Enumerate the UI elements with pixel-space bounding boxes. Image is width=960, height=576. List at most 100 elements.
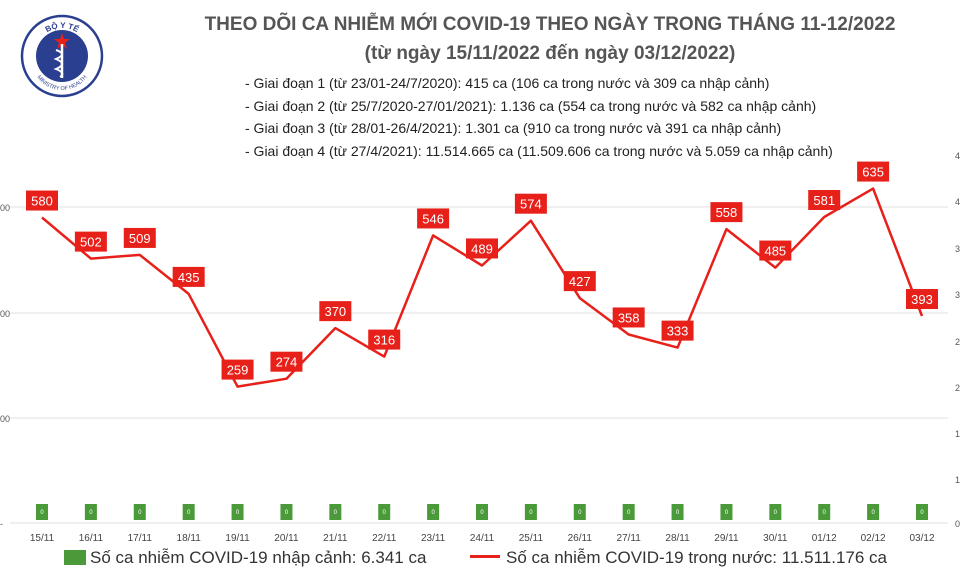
bar-imported-label: 0 (236, 510, 240, 516)
x-tick-label: 29/11 (714, 533, 739, 544)
data-label: 485 (764, 244, 786, 259)
legend-domestic-label: Số ca nhiễm COVID-19 trong nước: 11.511.… (506, 548, 887, 567)
x-tick-label: 16/11 (79, 533, 104, 544)
bar-imported-label: 0 (89, 510, 93, 516)
right-axis-tick-label: 4 (955, 151, 960, 161)
legend-line-swatch (470, 555, 500, 558)
data-label-box (221, 359, 254, 380)
data-label: 635 (862, 165, 884, 180)
data-label: 259 (227, 363, 249, 378)
bar-imported (231, 504, 244, 520)
bar-imported (36, 504, 48, 520)
data-label-box (368, 329, 401, 350)
data-label: 427 (569, 274, 591, 289)
bar-imported (524, 504, 537, 520)
bar-imported-label: 0 (774, 510, 778, 516)
bar-imported (427, 504, 440, 520)
logo-top-text: BỘ Y TẾ (44, 21, 82, 34)
x-tick-label: 17/11 (128, 533, 153, 544)
bar-imported-label: 0 (40, 510, 44, 516)
right-axis-tick-label: 3 (955, 244, 960, 254)
bar-imported (329, 504, 342, 520)
data-label: 274 (276, 355, 298, 370)
phase-note-3: - Giai đoạn 3 (từ 28/01-26/4/2021): 1.30… (245, 120, 782, 136)
data-label-box (759, 240, 792, 261)
x-tick-label: 28/11 (665, 533, 690, 544)
data-label-box (26, 190, 58, 211)
x-tick-label: 01/12 (812, 533, 837, 544)
x-tick-label: 19/11 (225, 533, 250, 544)
x-tick-label: 25/11 (519, 533, 544, 544)
phase-note-4: - Giai đoạn 4 (từ 27/4/2021): 11.514.665… (245, 142, 833, 159)
data-label: 333 (667, 324, 689, 339)
data-label-box (417, 208, 450, 229)
bar-imported (622, 504, 635, 520)
data-label-box (906, 289, 938, 310)
right-axis-tick-label: 1 (955, 475, 960, 485)
bar-imported-label: 0 (529, 510, 533, 516)
bar-imported-label: 0 (578, 510, 582, 516)
data-label-box (466, 238, 498, 259)
x-tick-label: 22/11 (372, 533, 397, 544)
data-label: 509 (129, 231, 151, 246)
x-tick-label: 18/11 (177, 533, 202, 544)
bar-imported (182, 504, 195, 520)
data-label-box (514, 193, 547, 214)
right-axis-tick-label: 3 (955, 290, 960, 300)
legend-domestic: Số ca nhiễm COVID-19 trong nước: 11.511.… (470, 548, 887, 568)
bar-imported (867, 504, 880, 520)
bar-imported (671, 504, 684, 520)
data-label: 316 (373, 333, 395, 348)
bar-imported-label: 0 (627, 510, 631, 516)
bar-imported (133, 504, 146, 520)
bar-imported-label: 0 (383, 510, 387, 516)
bar-imported (916, 504, 928, 520)
data-label-box (563, 271, 596, 292)
bar-imported-label: 0 (871, 510, 875, 516)
data-label-box (612, 307, 645, 328)
legend-imported-label: Số ca nhiễm COVID-19 nhập cảnh: 6.341 ca (90, 548, 427, 567)
left-axis-tick-label: - (0, 519, 3, 529)
x-tick-label: 21/11 (323, 533, 348, 544)
phase-note-2: - Giai đoạn 2 (từ 25/7/2020-27/01/2021):… (245, 97, 817, 114)
chart-title: THEO DÕI CA NHIỄM MỚI COVID-19 THEO NGÀY… (204, 14, 896, 35)
data-label: 489 (471, 241, 493, 256)
data-label: 580 (31, 194, 53, 209)
data-label-box (172, 266, 205, 287)
bar-imported (84, 504, 97, 520)
bar-imported (818, 504, 831, 520)
bar-imported-label: 0 (725, 510, 729, 516)
data-label: 546 (422, 211, 444, 226)
data-label: 370 (324, 304, 346, 319)
ministry-logo: BỘ Y TẾ MINISTRY OF HEALTH (20, 14, 104, 98)
bar-imported (769, 504, 782, 520)
left-axis-tick-label: 00 (0, 309, 10, 319)
data-label-box (710, 202, 743, 223)
x-tick-label: 02/12 (861, 533, 886, 544)
data-label-box (808, 190, 841, 211)
data-label: 581 (813, 193, 835, 208)
bar-imported-label: 0 (187, 510, 191, 516)
x-tick-label: 27/11 (617, 533, 642, 544)
right-axis-tick-label: 2 (955, 337, 960, 347)
right-axis-tick-label: 4 (955, 197, 960, 207)
data-label: 502 (80, 235, 102, 250)
phase-note-1: - Giai đoạn 1 (từ 23/01-24/7/2020): 415 … (245, 75, 770, 91)
bar-imported (720, 504, 733, 520)
left-axis-tick-label: 00 (0, 203, 10, 213)
legend-bar-swatch (64, 550, 86, 565)
left-axis-tick-label: 00 (0, 414, 10, 424)
legend-imported: Số ca nhiễm COVID-19 nhập cảnh: 6.341 ca (64, 548, 426, 568)
chart-subtitle: (từ ngày 15/11/2022 đến ngày 03/12/2022) (364, 43, 736, 64)
data-label: 393 (911, 292, 933, 307)
bar-imported-label: 0 (480, 510, 484, 516)
x-tick-label: 26/11 (568, 533, 593, 544)
bar-imported-label: 0 (285, 510, 289, 516)
x-tick-label: 30/11 (763, 533, 788, 544)
bar-imported (573, 504, 586, 520)
data-label-box (123, 227, 156, 248)
bar-imported-label: 0 (431, 510, 435, 516)
phase-notes: - Giai đoạn 1 (từ 23/01-24/7/2020): 415 … (245, 72, 833, 162)
data-label-box (857, 161, 890, 182)
